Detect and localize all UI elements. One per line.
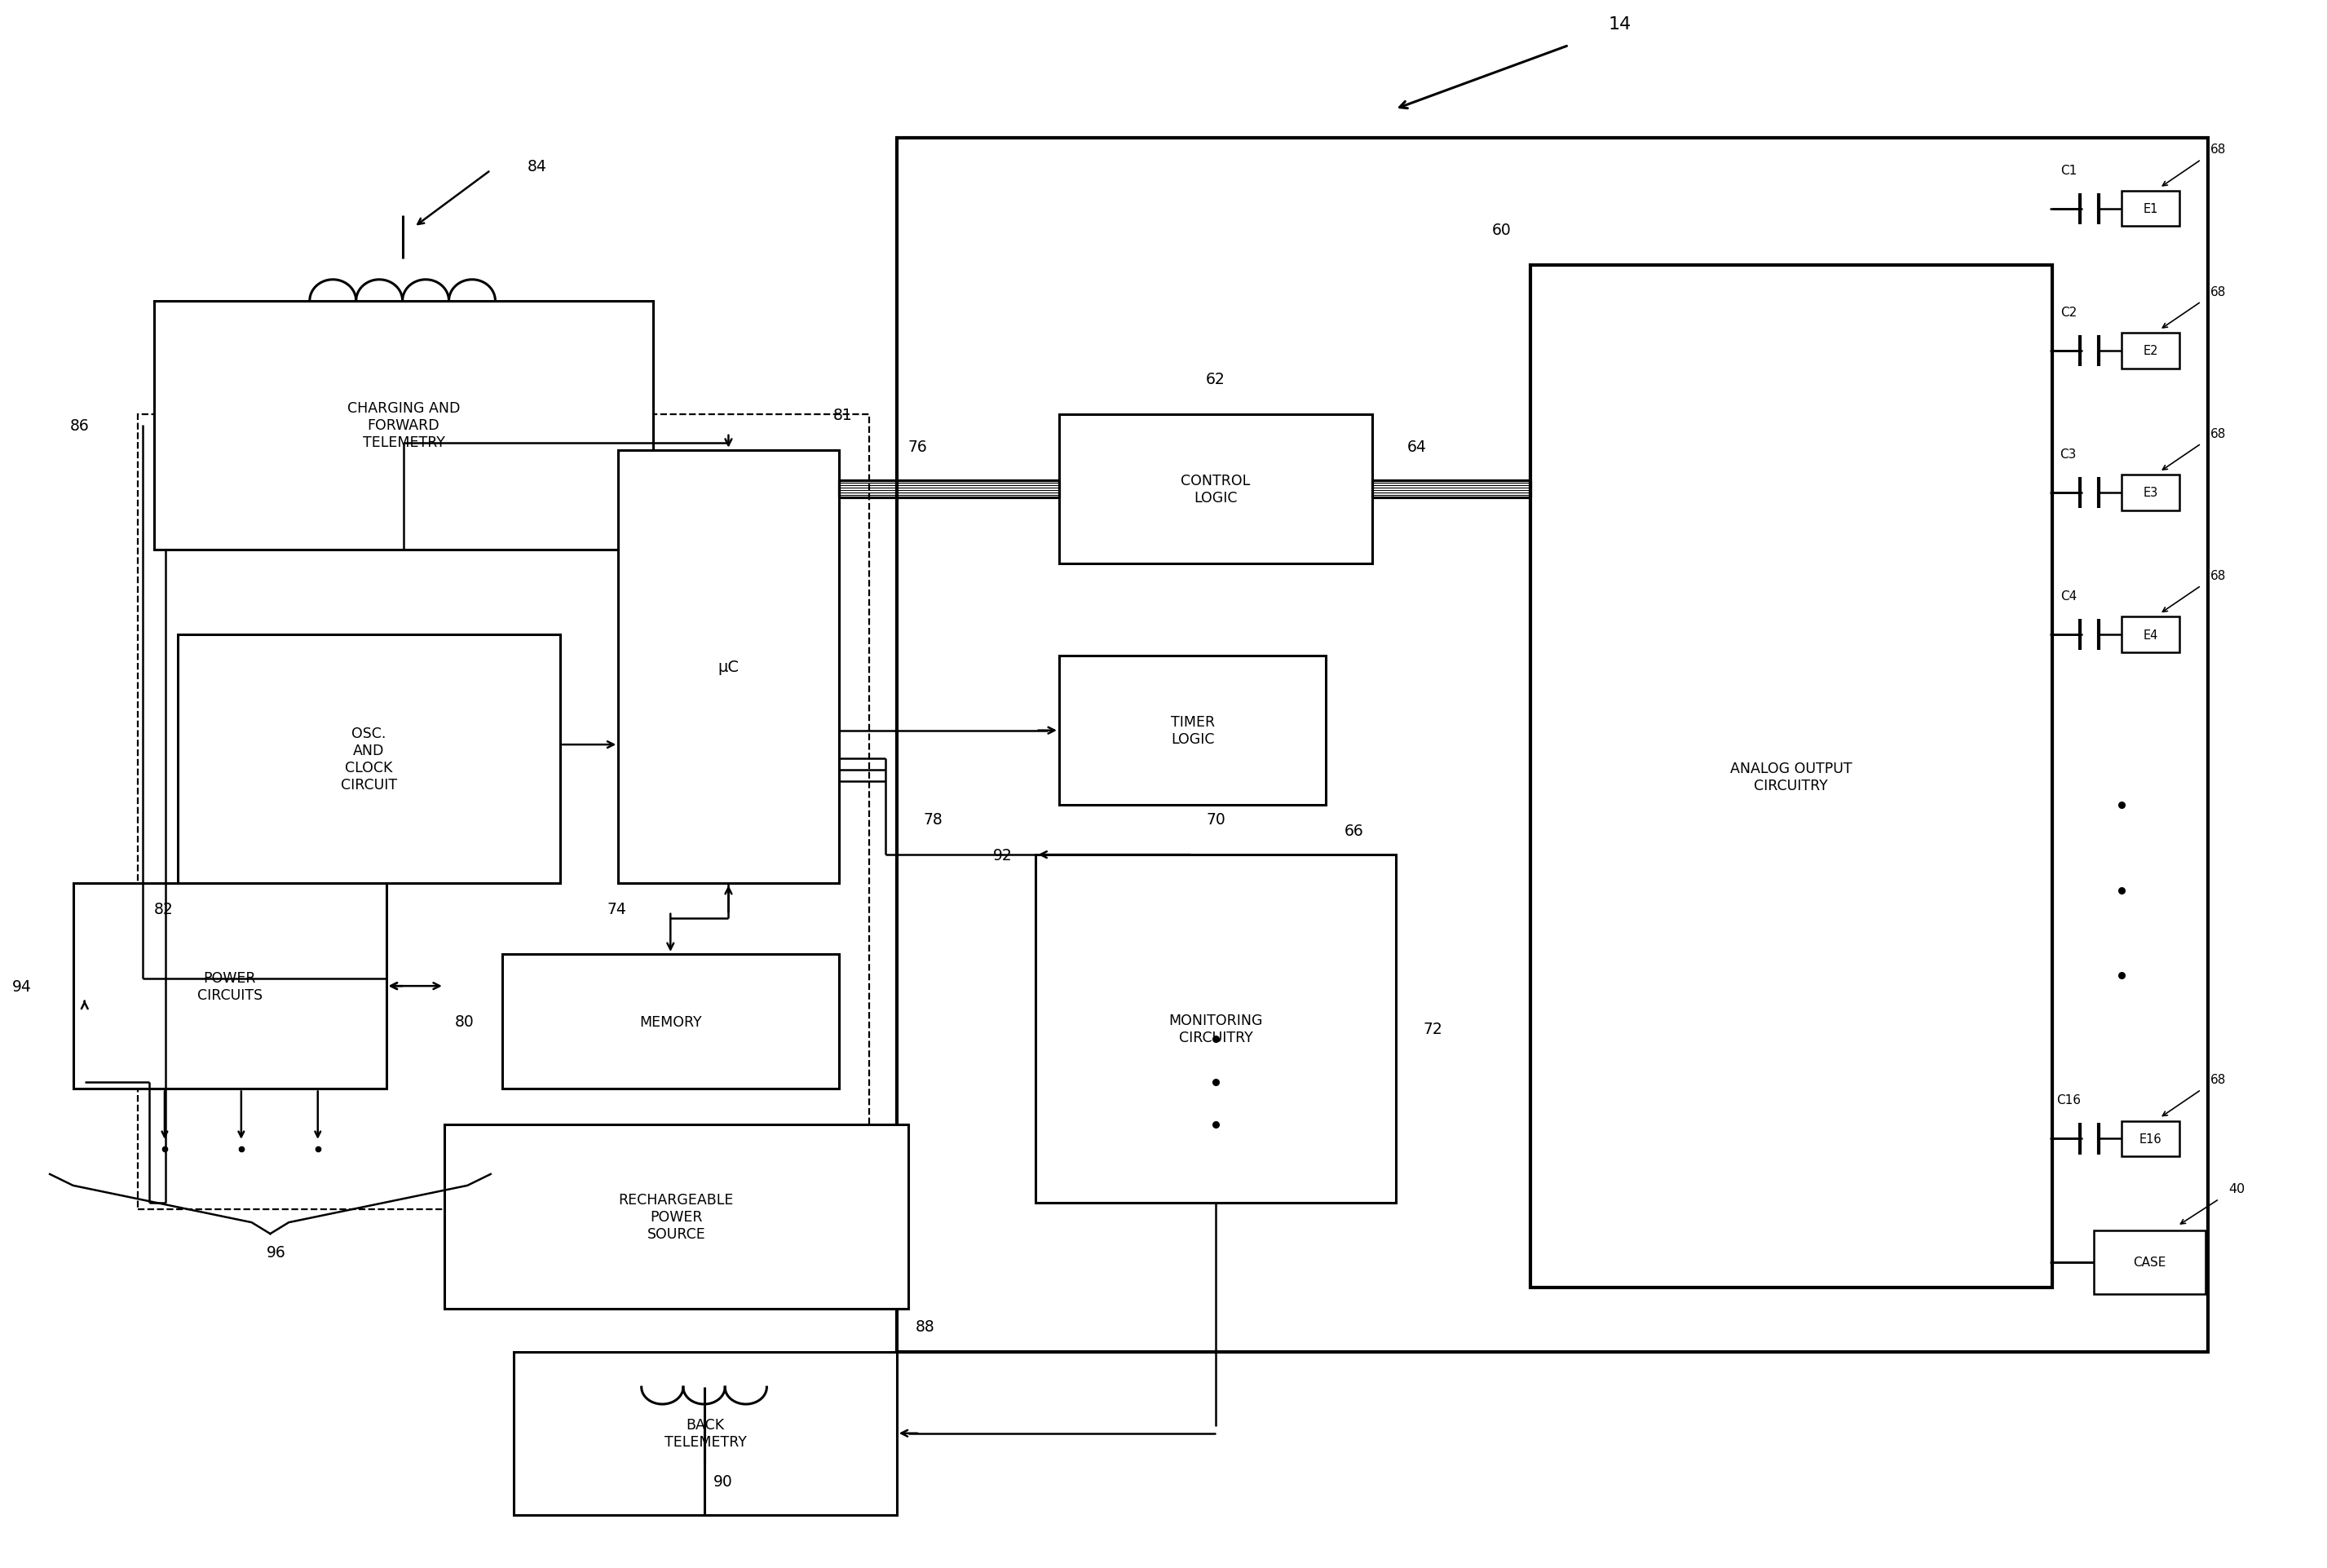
Text: CONTROL
LOGIC: CONTROL LOGIC <box>1180 474 1250 505</box>
Bar <box>1059 416 1373 564</box>
Text: 68: 68 <box>2211 428 2227 441</box>
Bar <box>2122 191 2180 227</box>
Text: 68: 68 <box>2211 285 2227 298</box>
Bar <box>177 635 561 883</box>
Bar <box>137 416 868 1210</box>
Text: POWER
CIRCUITS: POWER CIRCUITS <box>198 971 263 1002</box>
Bar <box>2122 618 2180 652</box>
Bar <box>514 1352 896 1515</box>
Text: 68: 68 <box>2211 144 2227 155</box>
Text: 80: 80 <box>456 1014 475 1030</box>
Text: E2: E2 <box>2143 345 2157 358</box>
Bar <box>2094 1231 2206 1294</box>
Text: E16: E16 <box>2139 1132 2162 1145</box>
Bar <box>896 138 2208 1352</box>
Text: 92: 92 <box>994 847 1012 862</box>
Text: CASE: CASE <box>2134 1256 2166 1269</box>
Text: 68: 68 <box>2211 569 2227 582</box>
Text: 84: 84 <box>528 158 547 174</box>
Text: 40: 40 <box>2229 1182 2246 1195</box>
Bar <box>444 1124 908 1309</box>
Bar <box>1059 657 1326 806</box>
Text: 96: 96 <box>265 1245 286 1261</box>
Bar <box>1531 267 2052 1287</box>
Text: C4: C4 <box>2059 590 2076 602</box>
Text: μC: μC <box>717 659 740 674</box>
Text: 64: 64 <box>1408 439 1426 455</box>
Text: 68: 68 <box>2211 1074 2227 1085</box>
Text: 72: 72 <box>1424 1021 1443 1036</box>
Bar <box>2122 334 2180 368</box>
Text: TIMER
LOGIC: TIMER LOGIC <box>1170 715 1215 746</box>
Text: C2: C2 <box>2059 306 2076 318</box>
Text: 88: 88 <box>915 1319 935 1334</box>
Text: 78: 78 <box>924 812 942 828</box>
Text: 74: 74 <box>607 902 626 917</box>
Text: E3: E3 <box>2143 488 2157 499</box>
Text: 86: 86 <box>70 419 88 433</box>
Text: 76: 76 <box>908 439 928 455</box>
Text: 66: 66 <box>1345 823 1364 839</box>
Bar <box>619 450 838 883</box>
Text: OSC.
AND
CLOCK
CIRCUIT: OSC. AND CLOCK CIRCUIT <box>340 726 398 792</box>
Text: C3: C3 <box>2059 448 2076 461</box>
Bar <box>1036 855 1396 1203</box>
Text: C1: C1 <box>2059 165 2076 177</box>
Bar <box>2122 475 2180 511</box>
Text: E1: E1 <box>2143 204 2157 215</box>
Bar <box>2122 1121 2180 1157</box>
Text: 70: 70 <box>1205 812 1226 828</box>
Text: 60: 60 <box>1492 223 1513 238</box>
Bar <box>72 883 386 1090</box>
Text: C16: C16 <box>2057 1094 2080 1105</box>
Text: CHARGING AND
FORWARD
TELEMETRY: CHARGING AND FORWARD TELEMETRY <box>347 401 461 450</box>
Text: BACK
TELEMETRY: BACK TELEMETRY <box>663 1417 747 1449</box>
Text: 14: 14 <box>1608 17 1631 33</box>
Text: 90: 90 <box>712 1472 733 1488</box>
Bar <box>503 955 838 1090</box>
Text: E4: E4 <box>2143 629 2157 641</box>
Text: 81: 81 <box>833 408 852 423</box>
Text: MONITORING
CIRCUITRY: MONITORING CIRCUITRY <box>1168 1013 1264 1044</box>
Bar <box>154 301 654 550</box>
Text: 82: 82 <box>154 902 175 917</box>
Text: 94: 94 <box>12 978 30 994</box>
Text: ANALOG OUTPUT
CIRCUITRY: ANALOG OUTPUT CIRCUITRY <box>1729 760 1852 793</box>
Text: RECHARGEABLE
POWER
SOURCE: RECHARGEABLE POWER SOURCE <box>619 1193 733 1242</box>
Text: 62: 62 <box>1205 372 1226 387</box>
Text: MEMORY: MEMORY <box>640 1014 703 1029</box>
